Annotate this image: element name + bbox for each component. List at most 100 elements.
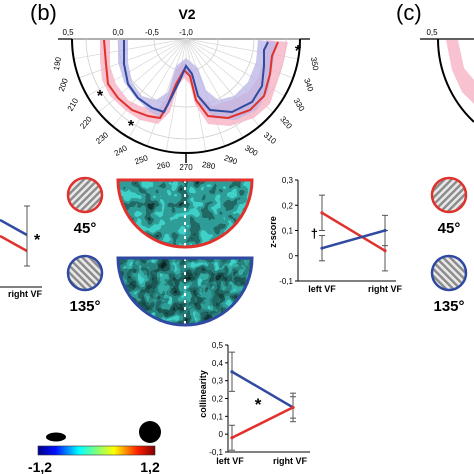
zscore-plot: z-score 0,30,20,10-0,1 left VF right VF … xyxy=(268,176,402,294)
polar-angle-tick: 340 xyxy=(302,77,315,93)
large-blob-icon xyxy=(139,421,161,443)
data-point xyxy=(383,249,387,253)
polar-angle-tick: 200 xyxy=(57,77,70,93)
polar-spoke xyxy=(112,38,187,127)
zscore-yticks: 0,3 0,2 0,1 0 -0,1 xyxy=(279,176,298,286)
polar-title: V2 xyxy=(178,6,195,22)
grating-135-icon xyxy=(66,254,104,292)
series-line xyxy=(321,229,386,250)
left-partial-asterisk: * xyxy=(34,232,41,249)
polar-asterisk: * xyxy=(128,118,135,135)
ytick-label: 0,3 xyxy=(282,176,294,185)
polar-asterisk: * xyxy=(295,43,302,60)
polar-angle-tick: 320 xyxy=(278,115,294,131)
zscore-dagger: † xyxy=(311,226,318,241)
data-point xyxy=(230,370,234,374)
panel-label-c: (c) xyxy=(396,0,422,25)
ytick-label: 0,3 xyxy=(212,377,224,386)
polar-angle-tick: 290 xyxy=(223,153,239,166)
polar-angle-tick: 220 xyxy=(78,114,94,130)
ytick-label: 0,2 xyxy=(282,201,294,210)
grating-45-icon-c xyxy=(430,176,468,214)
ytick-label: 0 xyxy=(219,430,224,439)
collinearity-plot: collinearity 0,5 0,4 0,3 0,2 0,1 0 -0,1 left V… xyxy=(198,341,310,466)
polar-angle-tick: 260 xyxy=(156,160,171,171)
polar-spoke xyxy=(78,38,187,79)
orientation-label-135: 135° xyxy=(69,298,100,315)
polar-line-blue xyxy=(123,40,269,114)
ytick-label: 0,5 xyxy=(212,341,224,350)
heatmap-bottom xyxy=(116,256,254,327)
zscore-xtick-right: right VF xyxy=(368,284,402,294)
zscore-marks xyxy=(319,194,388,272)
colorbar: -1,2 1,2 xyxy=(28,421,161,474)
polar-radial-tick: 0,5 xyxy=(62,28,74,37)
orientation-label-45: 45° xyxy=(74,220,97,237)
orientation-label-45-c: 45° xyxy=(438,220,461,237)
orientation-label-135-c: 135° xyxy=(433,298,464,315)
polar-angle-tick: 210 xyxy=(66,96,81,113)
polar-spoke xyxy=(128,38,187,138)
polar-angle-tick: 190 xyxy=(52,56,63,71)
ytick-label: 0,1 xyxy=(282,227,294,236)
polar-radial-tick: 0,0 xyxy=(112,28,124,37)
partial-polar-c: 0,5 xyxy=(420,28,474,123)
polar-radial-tick: -0,5 xyxy=(145,28,159,37)
ytick-label: -0,1 xyxy=(209,448,223,457)
colorbar-max-label: 1,2 xyxy=(140,459,160,474)
series-line xyxy=(321,211,386,252)
left-partial-red-line xyxy=(0,234,28,253)
ytick-label: 0,4 xyxy=(212,359,224,368)
polar-asterisk: * xyxy=(97,88,104,105)
heatmap-bottom-outline xyxy=(116,256,254,327)
heatmap-top-outline xyxy=(116,178,254,249)
data-point xyxy=(320,211,324,215)
collinearity-xtick-right: right VF xyxy=(273,456,307,466)
partial-band xyxy=(446,40,474,104)
grating-135-icon-c xyxy=(430,254,468,292)
polar-spoke xyxy=(73,38,187,60)
data-point xyxy=(230,436,234,440)
partial-outer-arc xyxy=(437,38,474,123)
series-line xyxy=(231,370,294,409)
polar-angle-tick: 230 xyxy=(94,130,110,146)
left-partial-blue-line xyxy=(0,218,28,237)
ytick-label: 0 xyxy=(289,252,294,261)
zscore-ylabel: z-score xyxy=(268,216,278,248)
data-point xyxy=(320,246,324,250)
collinearity-xtick-left: left VF xyxy=(216,456,244,466)
collinearity-ylabel: collinearity xyxy=(198,370,208,418)
polar-angle-tick: 240 xyxy=(113,143,130,158)
series-line xyxy=(231,406,294,439)
left-partial-xtick: right VF xyxy=(8,289,42,299)
ytick-label: 0,1 xyxy=(212,412,224,421)
polar-angle-tick: 330 xyxy=(292,97,307,114)
data-point xyxy=(383,228,387,233)
partial-radial-tick: 0,5 xyxy=(426,28,438,37)
polar-angle-tick: 280 xyxy=(201,160,216,171)
polar-angle-tick: 250 xyxy=(134,153,150,166)
polar-angle-tick: 310 xyxy=(262,130,278,146)
data-point xyxy=(291,405,295,410)
colorbar-min-label: -1,2 xyxy=(28,459,52,474)
ytick-label: -0,1 xyxy=(279,277,293,286)
polar-spoke xyxy=(98,38,187,113)
polar-radial-tick: -1,0 xyxy=(179,28,193,37)
small-blob-icon xyxy=(46,432,66,442)
polar-spoke xyxy=(87,38,187,97)
panel-label-b: (b) xyxy=(30,0,57,25)
collinearity-marks xyxy=(229,351,296,451)
polar-angle-tick: 350 xyxy=(309,56,320,71)
grating-45-icon xyxy=(66,176,104,214)
collinearity-asterisk: * xyxy=(255,395,262,414)
collinearity-yticks: 0,5 0,4 0,3 0,2 0,1 0 -0,1 xyxy=(209,341,228,457)
polar-spoke xyxy=(146,38,187,147)
zscore-xtick-left: left VF xyxy=(308,284,336,294)
polar-angle-tick: 300 xyxy=(243,143,260,158)
colorbar-gradient xyxy=(37,445,156,456)
polar-spoke xyxy=(165,38,187,152)
left-partial-plot: * right VF xyxy=(0,205,42,299)
polar-outer-arc xyxy=(71,38,301,154)
